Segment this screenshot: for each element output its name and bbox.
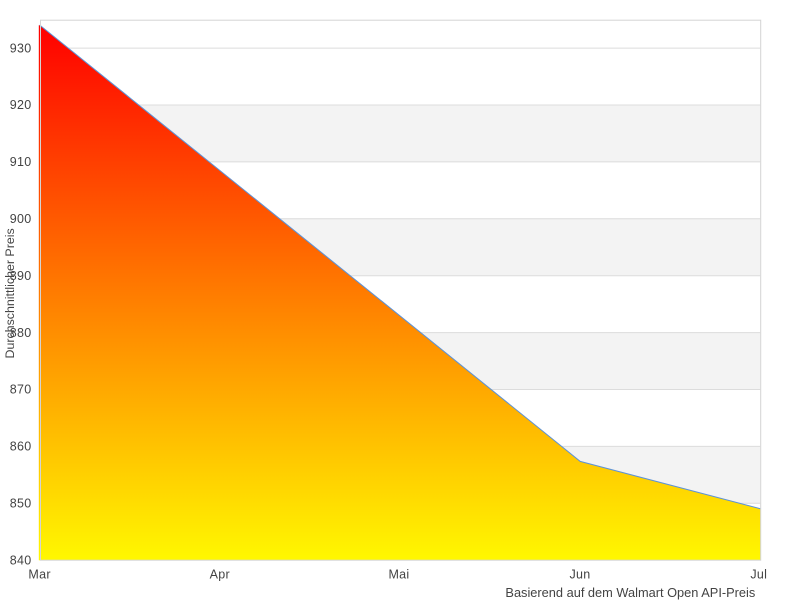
svg-text:Mai: Mai <box>388 567 409 581</box>
svg-text:Durchschnittlicher Preis: Durchschnittlicher Preis <box>3 228 17 358</box>
svg-text:Mar: Mar <box>28 567 50 581</box>
svg-text:Apr: Apr <box>210 567 230 581</box>
svg-text:860: 860 <box>10 440 32 454</box>
svg-text:Basierend auf dem Walmart Open: Basierend auf dem Walmart Open API-Preis <box>505 585 755 600</box>
svg-text:Jul: Jul <box>750 567 767 581</box>
svg-text:840: 840 <box>10 553 32 567</box>
svg-text:Jun: Jun <box>569 567 590 581</box>
svg-text:850: 850 <box>10 497 32 511</box>
svg-text:900: 900 <box>10 212 32 226</box>
svg-text:920: 920 <box>10 98 32 112</box>
svg-text:870: 870 <box>10 383 32 397</box>
svg-text:930: 930 <box>10 41 32 55</box>
svg-text:910: 910 <box>10 155 32 169</box>
svg-text:890: 890 <box>10 269 32 283</box>
svg-text:880: 880 <box>10 326 32 340</box>
